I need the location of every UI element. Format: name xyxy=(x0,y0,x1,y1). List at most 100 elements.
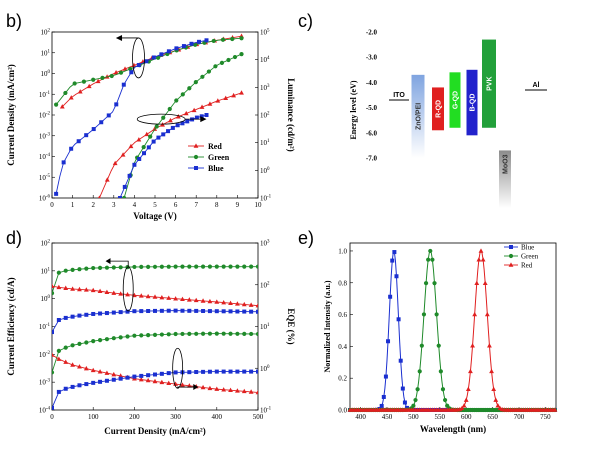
y2-tick-label: 101 xyxy=(260,323,270,331)
x-tick-label: 700 xyxy=(514,413,525,421)
point-green xyxy=(423,281,429,286)
y2-axis-title: EQE (%) xyxy=(286,308,296,344)
point-jv-green xyxy=(72,81,77,86)
point-eqe-blue xyxy=(139,373,144,378)
point-ce-green xyxy=(104,265,110,270)
point-red xyxy=(491,386,497,392)
point-ce-blue xyxy=(173,308,178,313)
y-tick-label: 0.4 xyxy=(338,343,347,351)
y-tick-label: 10-4 xyxy=(39,153,51,161)
energy-bar-label-g-qd: G-QD xyxy=(453,91,460,109)
y-tick-label: -2.0 xyxy=(366,29,378,37)
point-lv-red xyxy=(112,160,118,166)
point-eqe-red xyxy=(207,385,213,391)
y2-tick-label: 10-1 xyxy=(260,407,272,415)
x-tick-label: 600 xyxy=(461,413,472,421)
x-tick-label: 3 xyxy=(112,201,116,209)
point-jv-blue xyxy=(61,160,66,165)
point-ce-green xyxy=(255,264,258,269)
point-ce-red xyxy=(104,289,110,294)
point-eqe-red xyxy=(70,362,75,367)
point-red xyxy=(480,257,486,262)
point-blue xyxy=(402,400,407,405)
point-jv-green xyxy=(100,75,105,80)
energy-bar-zno-pei xyxy=(411,74,425,158)
energy-bar-label-zno-pei: ZnO/PEI xyxy=(416,103,423,130)
level-label-al: Al xyxy=(533,82,540,89)
x-tick-label: 100 xyxy=(88,413,99,421)
point-eqe-green xyxy=(235,331,240,336)
point-lv-blue xyxy=(175,123,180,128)
point-red xyxy=(459,405,465,411)
point-lv-green xyxy=(206,69,212,74)
point-lv-green xyxy=(180,92,185,97)
point-lv-red xyxy=(144,131,150,137)
point-blue xyxy=(379,403,384,408)
y-tick-label: 10-1 xyxy=(39,323,51,331)
point-ce-green xyxy=(132,264,137,270)
point-eqe-blue xyxy=(153,372,157,377)
annotation-ellipse-ce xyxy=(122,266,134,312)
point-green xyxy=(417,369,422,374)
point-ce-red xyxy=(166,295,172,300)
point-ce-blue xyxy=(228,309,233,314)
point-eqe-green xyxy=(139,333,144,338)
point-eqe-blue xyxy=(242,369,247,374)
point-eqe-blue xyxy=(201,369,206,374)
y2-tick-label: 101 xyxy=(260,139,270,147)
y-axis-title: Current Density (mA/cm²) xyxy=(6,64,16,166)
x-tick-label: 10 xyxy=(255,201,263,209)
point-jv-blue xyxy=(129,70,134,75)
point-red xyxy=(484,311,490,317)
point-ce-blue xyxy=(221,309,226,314)
point-eqe-green xyxy=(207,331,213,336)
point-ce-green xyxy=(207,264,213,269)
point-ce-green xyxy=(242,264,247,269)
point-green xyxy=(426,257,431,262)
point-red xyxy=(493,397,499,402)
point-lv-blue xyxy=(180,121,185,126)
point-ce-blue xyxy=(249,309,254,314)
chart-e-el-spectra: 400 450 500 550 600 650 700 750 0.0 0.2 0.4 0.6 0.8 1… xyxy=(323,242,558,434)
legend-marker-green xyxy=(193,154,199,160)
point-ce-blue xyxy=(63,315,68,320)
point-ce-green xyxy=(187,264,192,269)
point-green xyxy=(415,387,420,392)
point-lv-green xyxy=(141,144,146,150)
point-jv-red xyxy=(95,78,101,84)
y2-tick-label: 105 xyxy=(260,29,270,37)
point-eqe-blue xyxy=(228,369,233,374)
point-ce-blue xyxy=(256,309,258,314)
point-eqe-green xyxy=(77,341,82,346)
point-ce-green xyxy=(214,264,219,269)
point-lv-red xyxy=(128,143,134,149)
point-jv-blue xyxy=(196,39,201,44)
point-lv-blue xyxy=(151,139,156,144)
point-lv-red xyxy=(183,110,189,116)
point-lv-green xyxy=(187,86,192,91)
y2-tick-label: 102 xyxy=(260,112,270,120)
point-jv-red xyxy=(59,104,65,109)
energy-bar-label-r-qd: R-QD xyxy=(436,100,443,118)
point-lv-green xyxy=(161,115,166,120)
point-ce-green xyxy=(111,265,116,270)
point-eqe-green xyxy=(70,343,75,348)
point-ce-blue xyxy=(166,308,171,313)
point-eqe-red xyxy=(214,386,220,391)
point-ce-red xyxy=(248,302,254,307)
annotation-ellipse-jv xyxy=(132,37,145,79)
point-ce-green xyxy=(146,264,151,269)
point-eqe-green xyxy=(180,331,185,337)
point-ce-red xyxy=(241,301,247,307)
point-red xyxy=(472,311,478,317)
point-jv-blue xyxy=(54,191,59,196)
point-jv-blue xyxy=(76,139,81,144)
point-ce-blue xyxy=(111,310,116,315)
point-eqe-green xyxy=(52,370,55,375)
point-ce-green xyxy=(77,267,82,272)
point-lv-green xyxy=(174,98,179,103)
x-tick-label: 550 xyxy=(435,413,446,421)
point-jv-blue xyxy=(144,59,149,64)
y-tick-label: 101 xyxy=(41,267,51,275)
point-eqe-blue xyxy=(63,386,68,391)
